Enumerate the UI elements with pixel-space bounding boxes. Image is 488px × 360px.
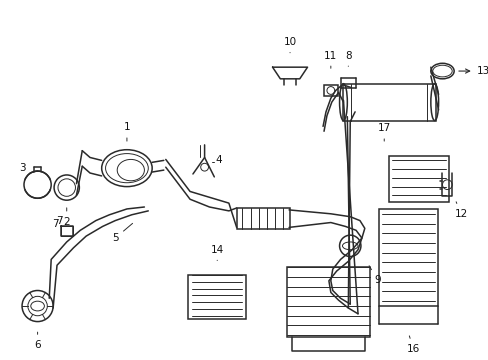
Text: 3: 3 [19, 163, 25, 173]
Text: 12: 12 [453, 202, 467, 219]
Bar [236, 208, 289, 229]
Bar [343, 84, 435, 121]
Text: 17: 17 [377, 123, 390, 141]
Text: 16: 16 [406, 336, 419, 354]
Text: 10: 10 [283, 37, 296, 53]
Text: 7: 7 [52, 219, 58, 229]
Text: 8: 8 [345, 50, 351, 66]
Bar [286, 267, 369, 337]
Text: 11: 11 [324, 50, 337, 68]
Text: 2: 2 [63, 208, 70, 226]
Bar [188, 275, 246, 319]
Text: 9: 9 [368, 266, 380, 285]
Text: 15: 15 [0, 359, 1, 360]
Bar [324, 85, 337, 96]
Text: 7: 7 [56, 216, 62, 226]
Bar [61, 226, 72, 236]
Text: 13: 13 [458, 66, 488, 76]
Text: 4: 4 [215, 156, 222, 165]
Text: 5: 5 [112, 223, 132, 243]
Text: 14: 14 [210, 245, 224, 261]
Text: 6: 6 [34, 332, 41, 350]
Text: 1: 1 [123, 122, 130, 141]
Bar [388, 156, 448, 202]
Bar [379, 209, 437, 306]
